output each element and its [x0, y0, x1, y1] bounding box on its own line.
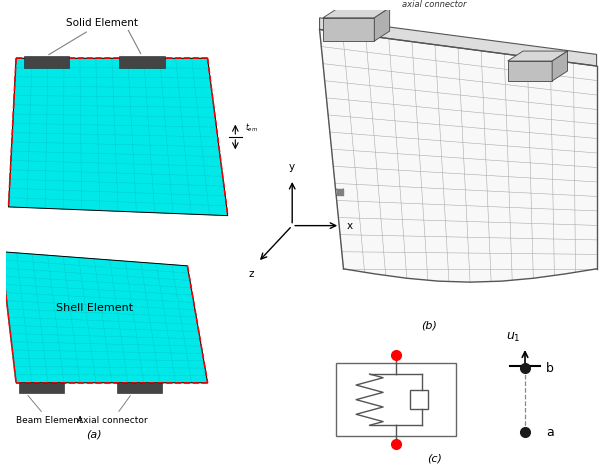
- Text: (c): (c): [428, 454, 442, 464]
- Text: Solid Element: Solid Element: [49, 18, 138, 55]
- Text: y: y: [289, 162, 295, 172]
- Polygon shape: [320, 18, 596, 66]
- Text: x: x: [347, 220, 353, 231]
- Polygon shape: [508, 51, 568, 61]
- Text: $u_1$: $u_1$: [506, 332, 520, 344]
- Polygon shape: [552, 51, 568, 81]
- Text: (a): (a): [86, 430, 102, 440]
- Text: a: a: [546, 426, 554, 439]
- Bar: [19, 383, 64, 393]
- Bar: [336, 363, 456, 436]
- Polygon shape: [8, 58, 228, 216]
- Polygon shape: [320, 29, 596, 282]
- Text: axial connector: axial connector: [401, 0, 466, 9]
- Polygon shape: [374, 8, 389, 41]
- Text: z: z: [248, 269, 254, 279]
- Polygon shape: [508, 61, 552, 81]
- Text: Beam Element: Beam Element: [16, 396, 83, 426]
- Bar: [410, 390, 428, 409]
- Text: Shell Element: Shell Element: [56, 304, 133, 314]
- Text: Axial connector: Axial connector: [77, 396, 147, 426]
- Bar: [23, 56, 69, 68]
- Bar: [119, 56, 165, 68]
- Polygon shape: [323, 8, 389, 18]
- Text: (b): (b): [421, 321, 437, 331]
- Bar: [117, 383, 162, 393]
- Text: $t_{em}$: $t_{em}$: [245, 122, 259, 134]
- Polygon shape: [1, 252, 208, 383]
- Polygon shape: [323, 18, 374, 41]
- Text: b: b: [546, 362, 554, 375]
